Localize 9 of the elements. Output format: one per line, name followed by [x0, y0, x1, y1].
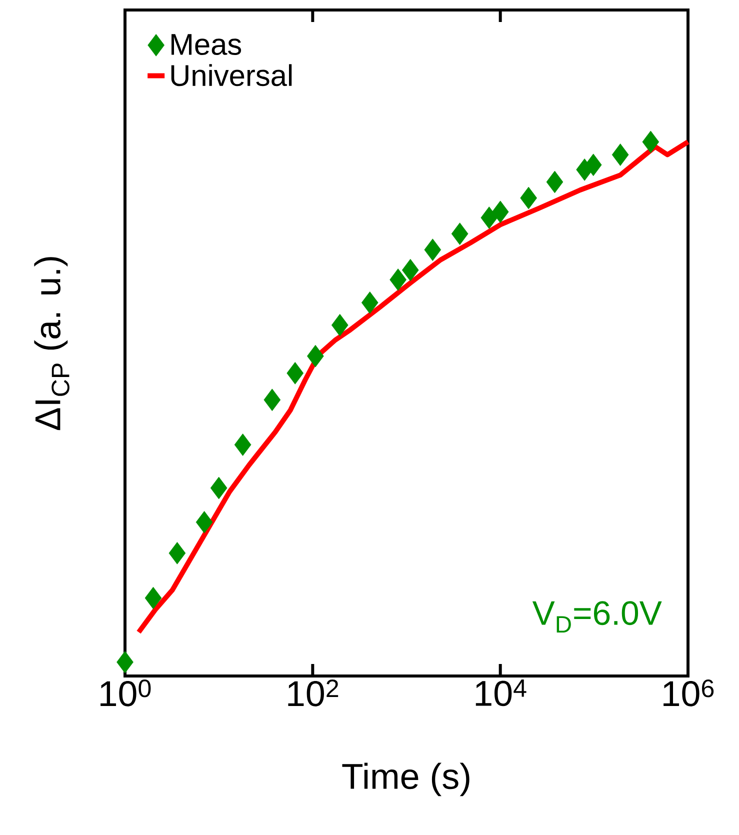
x-tick-label: 10$^{2}$ — [288, 680, 338, 706]
legend-label: Meas — [172, 34, 242, 56]
y-axis-title: ΔI$_{CP}$ (a. u.) — [34, 257, 70, 430]
x-tick-label: 10$^{0}$ — [100, 680, 151, 706]
x-tick-label: 10$^{4}$ — [476, 680, 526, 706]
x-tick-label: 10$^{6}$ — [664, 680, 714, 706]
x-axis-title: Time (s) — [342, 762, 470, 796]
annotation: V$_{D}$=6.0V — [532, 601, 662, 633]
legend-label: Universal — [171, 64, 292, 86]
